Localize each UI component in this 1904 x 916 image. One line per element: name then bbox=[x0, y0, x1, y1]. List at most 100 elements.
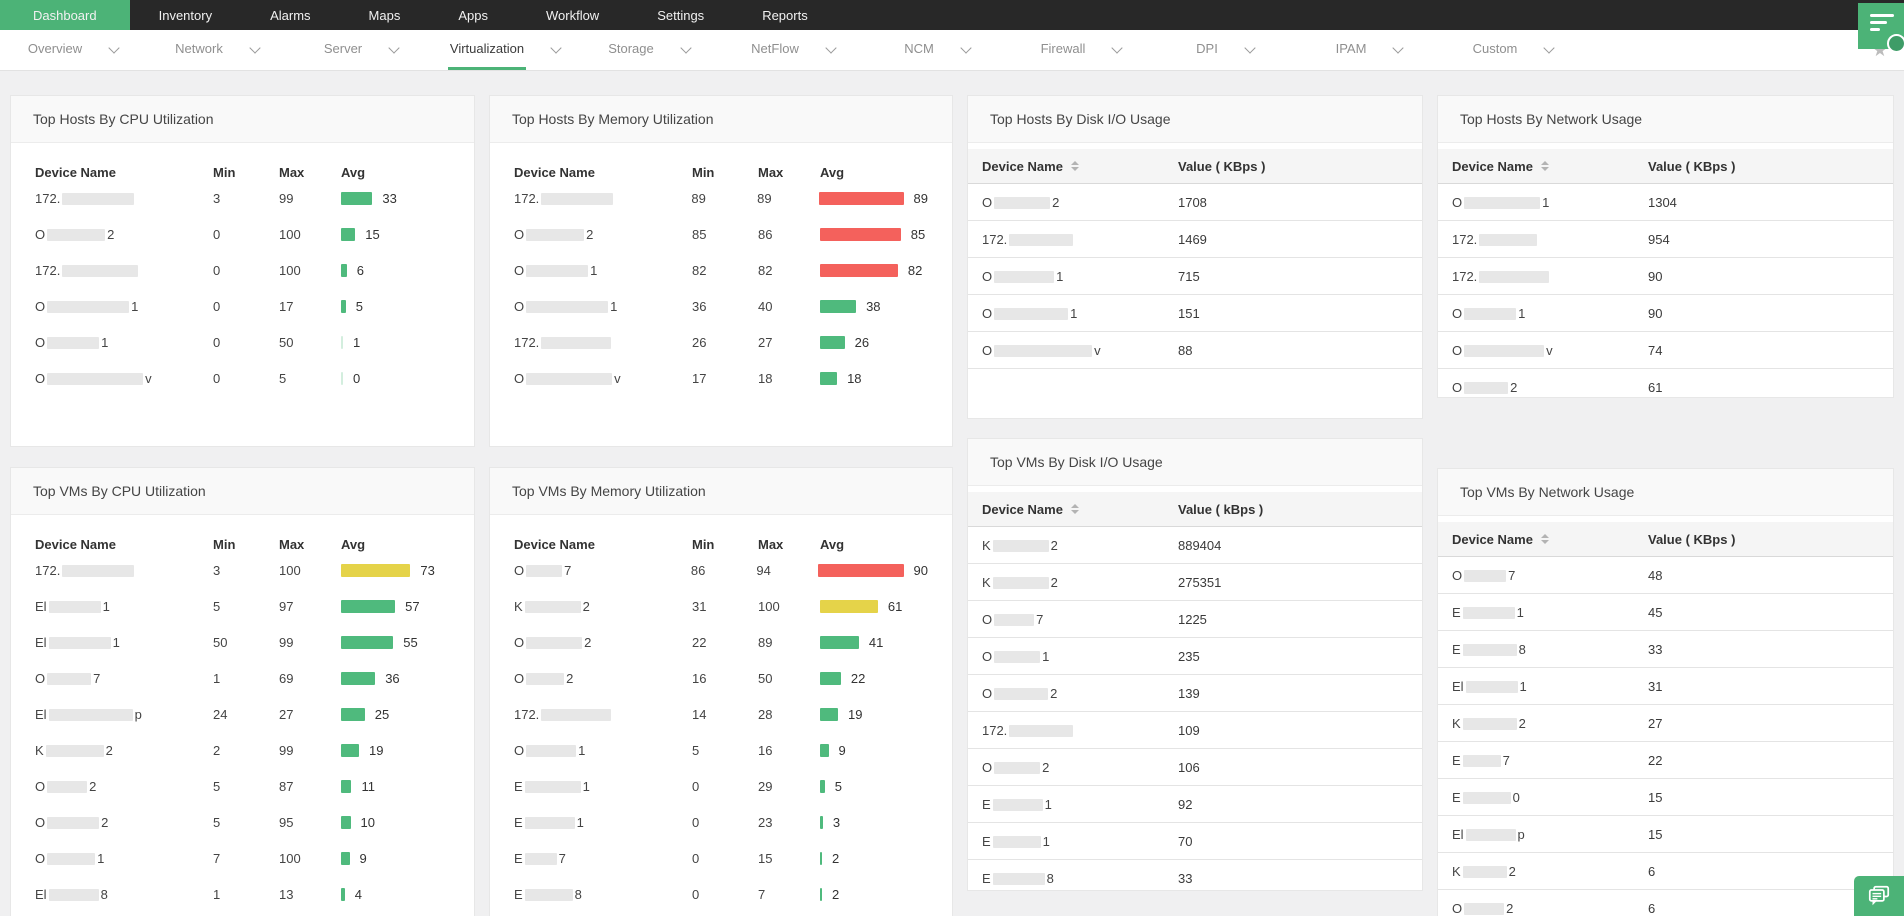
value-cell: 31 bbox=[1647, 678, 1663, 694]
chevron-down-icon[interactable] bbox=[960, 42, 972, 54]
nav-item-reports[interactable]: Reports bbox=[762, 7, 808, 23]
column-header-device[interactable]: Device Name bbox=[982, 159, 1178, 174]
chevron-down-icon[interactable] bbox=[825, 42, 837, 54]
device-name[interactable]: 172. bbox=[514, 191, 691, 206]
device-name[interactable]: 172. bbox=[35, 263, 213, 278]
device-name[interactable]: 172. bbox=[514, 335, 692, 350]
chevron-down-icon[interactable] bbox=[1543, 42, 1556, 54]
chevron-down-icon[interactable] bbox=[249, 42, 261, 54]
device-name[interactable]: 172. bbox=[514, 707, 692, 722]
nav-item-inventory[interactable]: Inventory bbox=[158, 7, 213, 23]
column-header-device[interactable]: Device Name bbox=[1452, 532, 1648, 547]
device-name[interactable]: El 1 bbox=[1452, 679, 1648, 694]
device-name[interactable]: 172. bbox=[35, 191, 213, 206]
chevron-down-icon[interactable] bbox=[108, 42, 120, 54]
column-header-device[interactable]: Device Name bbox=[982, 502, 1178, 517]
device-name[interactable]: El p bbox=[1452, 827, 1648, 842]
nav-item-settings[interactable]: Settings bbox=[657, 7, 705, 23]
chevron-down-icon[interactable] bbox=[680, 42, 692, 54]
device-name[interactable]: El 1 bbox=[35, 599, 213, 614]
chevron-down-icon[interactable] bbox=[550, 42, 562, 54]
device-name[interactable]: El 1 bbox=[35, 635, 213, 650]
device-name[interactable]: El 8 bbox=[35, 887, 213, 902]
device-name[interactable]: 172. bbox=[1452, 269, 1648, 284]
tab-overview[interactable]: Overview bbox=[0, 30, 144, 70]
device-name[interactable]: 172. bbox=[35, 563, 213, 578]
feedback-chat-button[interactable] bbox=[1854, 876, 1904, 916]
chevron-down-icon[interactable] bbox=[1244, 42, 1256, 54]
device-name[interactable]: 172. bbox=[1452, 232, 1648, 247]
chevron-down-icon[interactable] bbox=[1111, 42, 1124, 54]
column-header-device[interactable]: Device Name bbox=[1452, 159, 1648, 174]
tab-virtualization[interactable]: Virtualization bbox=[432, 30, 576, 70]
tab-server[interactable]: Server bbox=[288, 30, 432, 70]
nav-item-alarms[interactable]: Alarms bbox=[270, 7, 311, 23]
device-name[interactable]: 172. bbox=[982, 723, 1178, 738]
tab-custom[interactable]: Custom bbox=[1440, 30, 1584, 70]
tab-network[interactable]: Network bbox=[144, 30, 288, 70]
tab-ipam[interactable]: IPAM bbox=[1296, 30, 1440, 70]
nav-item-workflow[interactable]: Workflow bbox=[545, 7, 600, 23]
nav-item-apps[interactable]: Apps bbox=[458, 7, 488, 23]
nav-item-dashboard[interactable]: Dashboard bbox=[0, 0, 130, 30]
tab-firewall[interactable]: Firewall bbox=[1008, 30, 1152, 70]
tab-storage[interactable]: Storage bbox=[576, 30, 720, 70]
dashboard-actions-button[interactable] bbox=[1858, 3, 1904, 53]
device-name[interactable]: 172. bbox=[982, 232, 1178, 247]
tab-netflow[interactable]: NetFlow bbox=[720, 30, 864, 70]
chevron-down-icon[interactable] bbox=[388, 42, 400, 54]
chevron-down-icon[interactable] bbox=[1392, 42, 1405, 54]
tab-dpi[interactable]: DPI bbox=[1152, 30, 1296, 70]
tab-ncm[interactable]: NCM bbox=[864, 30, 1008, 70]
nav-item-maps[interactable]: Maps bbox=[368, 7, 401, 23]
device-name[interactable]: El p bbox=[35, 707, 213, 722]
